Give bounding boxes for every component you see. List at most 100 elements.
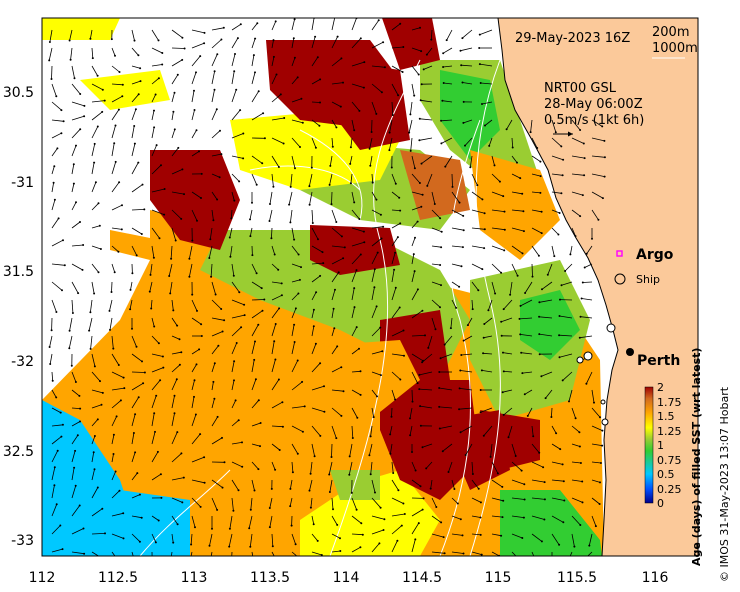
current-vector-arrow [231, 327, 242, 337]
current-vector-head [153, 126, 156, 129]
current-vector-arrow [451, 299, 457, 309]
current-vector-head [160, 496, 163, 499]
current-vector-head [270, 237, 273, 240]
current-vector-arrow [191, 317, 202, 325]
current-vector-head [522, 210, 525, 213]
current-vector-head [413, 94, 416, 97]
current-vector-arrow [559, 353, 573, 358]
current-vector-arrow [491, 263, 502, 273]
current-vector-arrow [491, 227, 505, 231]
current-vector-head [193, 89, 195, 92]
current-vector-head [539, 160, 542, 163]
current-vector-head [232, 274, 235, 277]
current-vector-head [501, 391, 504, 394]
current-vector-head [374, 491, 376, 494]
current-vector-arrow [348, 461, 353, 475]
current-vector-head [522, 230, 525, 233]
current-vector-arrow [431, 515, 442, 523]
current-vector-head [496, 472, 499, 475]
current-vector-head [213, 397, 216, 400]
current-vector-arrow [464, 137, 473, 146]
current-vector-head [183, 47, 186, 50]
current-vector-head [88, 329, 91, 332]
current-vector-head [61, 289, 63, 292]
current-vector-head [254, 37, 257, 40]
current-vector-arrow [331, 227, 343, 237]
current-vector-arrow [551, 497, 565, 501]
current-vector-arrow [511, 479, 525, 485]
current-vector-head [249, 235, 252, 238]
current-vector-head [223, 319, 226, 322]
current-vector-arrow [151, 379, 161, 391]
current-vector-head [359, 37, 362, 40]
current-vector-arrow [51, 239, 64, 247]
current-vector-head [268, 220, 271, 222]
current-vector-arrow [531, 155, 541, 162]
current-vector-arrow [391, 269, 395, 283]
current-vector-head [529, 131, 532, 134]
current-vector-head [540, 210, 543, 213]
sst-age-region [382, 18, 440, 70]
current-vector-head [426, 184, 429, 187]
current-vector-arrow [371, 529, 384, 535]
current-vector-arrow [531, 461, 544, 468]
current-vector-head [417, 73, 420, 76]
current-vector-head [335, 221, 338, 223]
current-vector-arrow [571, 407, 576, 419]
current-vector-head [523, 498, 526, 501]
current-vector-arrow [51, 371, 54, 381]
current-vector-arrow [111, 335, 114, 349]
current-vector-head [460, 64, 463, 67]
current-vector-head [96, 125, 99, 128]
current-vector-arrow [231, 109, 241, 121]
current-vector-arrow [591, 479, 601, 483]
colorbar-tick: 1.5 [657, 410, 675, 423]
current-vector-arrow [460, 425, 473, 433]
current-vector-head [160, 164, 162, 167]
current-vector-head [319, 78, 322, 81]
current-vector-head [363, 241, 366, 244]
current-vector-arrow [251, 155, 263, 164]
current-vector-head [500, 534, 503, 537]
current-vector-head [441, 99, 444, 102]
current-vector-arrow [431, 317, 436, 330]
current-vector-arrow [490, 443, 493, 457]
current-vector-head [449, 327, 452, 330]
y-tick-label: 32.5 [3, 444, 34, 460]
current-vector-head [181, 36, 184, 39]
current-vector-head [479, 411, 482, 414]
current-vector-arrow [211, 109, 218, 121]
current-vector-arrow [591, 425, 603, 431]
current-vector-arrow [290, 173, 293, 187]
current-vector-head [603, 156, 606, 159]
current-vector-arrow [591, 155, 605, 158]
current-vector-arrow [51, 436, 62, 445]
current-vector-arrow [271, 21, 277, 31]
x-tick-label: 115.5 [557, 570, 597, 586]
sst-age-region [80, 70, 170, 110]
current-vector-arrow [191, 72, 197, 85]
current-vector-arrow [251, 90, 260, 103]
current-vector-arrow [111, 182, 120, 193]
current-vector-head [79, 128, 82, 131]
current-vector-head [581, 281, 584, 284]
current-vector-head [390, 166, 393, 169]
x-tick-label: 114.5 [402, 570, 442, 586]
current-vector-arrow [331, 366, 342, 373]
current-vector-head [117, 250, 120, 253]
current-vector-arrow [391, 209, 401, 211]
current-vector-arrow [491, 533, 502, 537]
current-vector-head [176, 523, 179, 526]
current-vector-arrow [439, 425, 453, 429]
current-vector-head [578, 336, 581, 339]
current-vector-arrow [463, 119, 473, 124]
current-vector-head [136, 472, 139, 475]
current-vector-head [96, 418, 99, 421]
current-vector-head [479, 533, 482, 536]
current-vector-head [462, 229, 465, 232]
current-vector-arrow [391, 330, 404, 337]
current-vector-arrow [571, 191, 583, 196]
current-vector-head [541, 288, 543, 291]
current-vector-head [382, 529, 385, 531]
current-vector-head [133, 125, 136, 127]
